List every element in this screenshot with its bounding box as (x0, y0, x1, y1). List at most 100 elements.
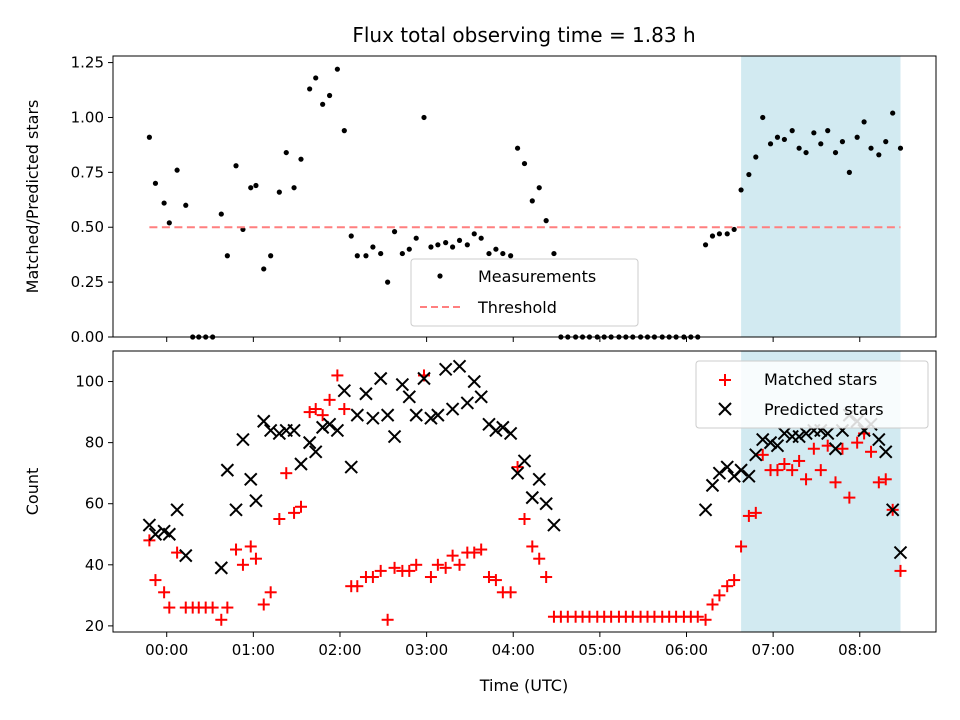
y-tick-label: 80 (85, 434, 104, 452)
matched-stars-point (836, 442, 849, 455)
legend-matched-label: Matched stars (764, 370, 877, 389)
matched-stars-point (475, 543, 488, 556)
bottom-axes-frame (112, 350, 937, 633)
measurement-point (514, 145, 521, 151)
measurement-point (363, 253, 369, 259)
matched-stars-point (303, 406, 316, 419)
measurement-point (709, 233, 716, 239)
predicted-stars-point (467, 374, 481, 389)
y-tick-label: 1.00 (71, 108, 104, 126)
measurement-point (753, 154, 759, 160)
x-tick-label: 03:00 (405, 641, 448, 659)
predicted-stars-point (380, 408, 395, 422)
matched-stars-point (294, 500, 307, 513)
matched-stars-point (264, 586, 277, 599)
x-tick-label: 01:00 (232, 641, 275, 659)
predicted-stars-point (344, 460, 358, 474)
predicted-stars-point (770, 438, 785, 453)
matched-stars-point (786, 464, 799, 477)
predicted-stars-point (395, 377, 410, 392)
matched-stars-point (829, 476, 842, 489)
legend-predicted-marker (718, 402, 732, 416)
matched-stars-point (721, 580, 734, 593)
measurement-point (283, 149, 289, 156)
matched-stars-point (843, 491, 856, 504)
matched-stars-point (699, 613, 712, 626)
predicted-stars-point (366, 411, 380, 425)
x-tick-label: 00:00 (145, 641, 188, 659)
measurement-point (253, 182, 259, 189)
matched-stars-point (431, 558, 444, 571)
predicted-stars-point (879, 445, 893, 459)
top-axes-frame (112, 55, 937, 338)
predicted-stars-point (244, 472, 258, 486)
measurement-point (464, 242, 470, 248)
measurement-point (385, 279, 391, 285)
matched-stars-point (504, 586, 517, 599)
matched-stars-point (171, 546, 184, 559)
y-tick-label: 0.25 (71, 273, 104, 291)
matched-stars-point (163, 601, 176, 614)
y-tick-label: 60 (85, 495, 104, 513)
predicted-stars-point (756, 432, 770, 447)
measurement-point (796, 145, 802, 151)
predicted-stars-point (734, 463, 748, 477)
matched-stars-point (338, 403, 351, 416)
measurement-point (471, 231, 477, 237)
bottom-legend: Matched stars Predicted stars (695, 360, 929, 429)
predicted-stars-point (148, 527, 163, 541)
predicted-stars-point (322, 417, 337, 432)
top-x-ticks (166, 337, 861, 342)
matched-stars-point (309, 403, 322, 416)
predicted-stars-point (828, 442, 843, 456)
matched-stars-point (756, 448, 769, 461)
matched-stars-point (366, 571, 379, 584)
matched-stars-point (749, 506, 762, 519)
measurement-point (413, 235, 419, 241)
measurement-point (291, 185, 297, 191)
matched-stars-point (316, 409, 329, 422)
measurement-point (421, 114, 427, 121)
predicted-stars-point (503, 426, 518, 441)
measurement-point (731, 226, 737, 233)
measurement-point (883, 139, 889, 145)
bottom-x-axis-label: Time (UTC) (479, 676, 568, 695)
bottom-marks (142, 359, 908, 626)
matched-stars-point (482, 571, 495, 584)
predicted-stars-point (517, 454, 532, 468)
predicted-stars-point (547, 518, 561, 532)
predicted-stars-point (220, 463, 235, 477)
measurement-point (248, 185, 254, 191)
measurement-point (233, 163, 239, 169)
matched-stars-point (894, 564, 907, 577)
matched-stars-point (865, 445, 878, 458)
predicted-stars-point (373, 371, 388, 386)
legend-predicted-label: Predicted stars (764, 400, 884, 419)
measurement-point (738, 187, 744, 193)
matched-stars-point (257, 598, 270, 611)
measurement-point (832, 149, 839, 156)
matched-stars-point (814, 464, 827, 477)
measurement-point (268, 253, 274, 259)
predicted-stars-point (885, 503, 900, 517)
matched-stars-point (540, 571, 553, 584)
y-tick-label: 40 (85, 556, 104, 574)
legend-measurements-marker (437, 273, 443, 279)
measurement-point (261, 266, 267, 272)
measurement-point (334, 66, 340, 72)
predicted-stars-point (452, 359, 467, 373)
x-tick-label: 05:00 (578, 641, 621, 659)
predicted-stars-point (330, 423, 345, 438)
matched-stars-point (323, 393, 336, 406)
bottom-plot: 20 40 60 80 100 00:00 01:00 02:00 03:00 04:00 05:… (23, 350, 937, 695)
measurement-point (276, 189, 282, 195)
predicted-stars-point (350, 408, 365, 422)
matched-stars-point (236, 558, 249, 571)
x-tick-label: 08:00 (838, 641, 881, 659)
measurement-point (825, 128, 831, 134)
measurement-point (406, 246, 412, 252)
measurement-point (428, 244, 434, 250)
y-tick-label: 20 (85, 617, 104, 635)
predicted-stars-point (799, 426, 813, 441)
matched-stars-point (526, 540, 539, 553)
